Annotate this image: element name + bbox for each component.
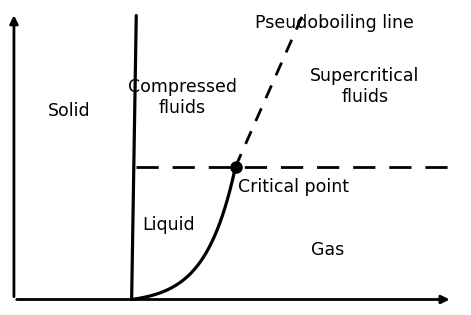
Text: Pseudoboiling line: Pseudoboiling line bbox=[255, 14, 414, 32]
Text: Compressed
fluids: Compressed fluids bbox=[128, 78, 237, 117]
Text: Solid: Solid bbox=[48, 102, 90, 120]
Text: Gas: Gas bbox=[311, 241, 344, 259]
Text: Supercritical
fluids: Supercritical fluids bbox=[310, 67, 420, 106]
Text: Critical point: Critical point bbox=[238, 178, 349, 196]
Text: Liquid: Liquid bbox=[142, 216, 195, 234]
